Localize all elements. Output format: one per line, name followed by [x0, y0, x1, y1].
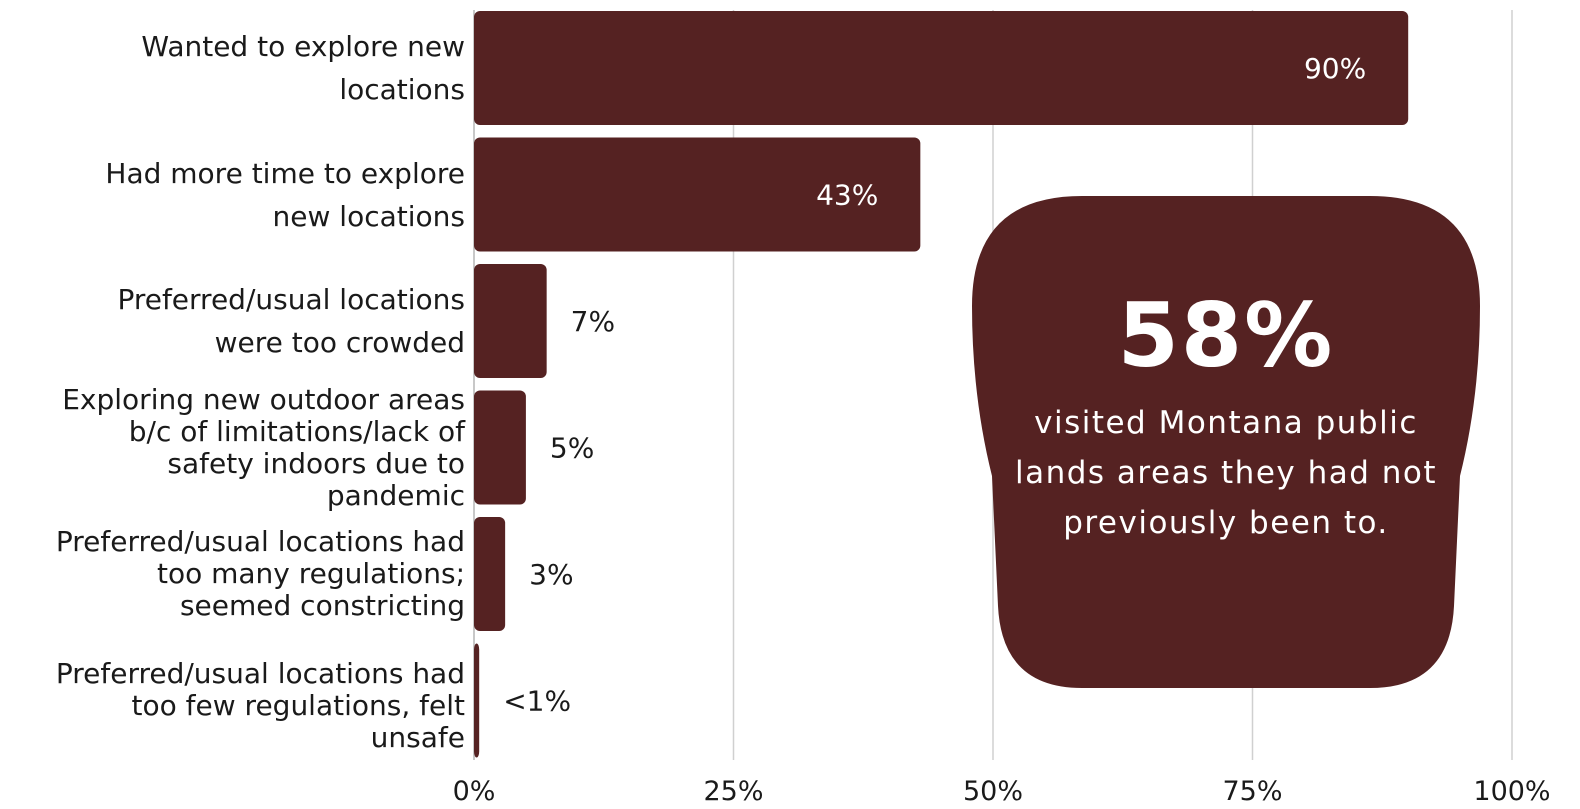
callout-badge: 58% visited Montana public lands areas t…	[972, 196, 1480, 688]
data-label-5: <1%	[503, 685, 571, 718]
bar-1	[474, 137, 921, 252]
category-label-0: Wanted to explore new locations	[141, 30, 465, 106]
bar-4	[474, 517, 506, 631]
category-label-5: Preferred/usual locations had too few re…	[55, 656, 465, 754]
callout-shape	[972, 196, 1480, 688]
data-label-4: 3%	[529, 558, 573, 591]
category-label-3: Exploring new outdoor areas b/c of limit…	[62, 382, 465, 512]
category-label-4: Preferred/usual locations had too many r…	[55, 525, 465, 622]
x-tick-label-2: 50%	[963, 776, 1023, 807]
x-tick-label-4: 100%	[1473, 776, 1550, 807]
category-label-2: Preferred/usual locations were too crowd…	[117, 283, 465, 359]
data-label-1: 43%	[816, 179, 878, 212]
bar-3	[474, 390, 526, 505]
data-label-0: 90%	[1304, 52, 1366, 85]
category-label-1: Had more time to explore new locations	[105, 156, 465, 233]
bar-2	[474, 264, 547, 378]
x-tick-label-0: 0%	[453, 776, 496, 807]
data-label-2: 7%	[571, 305, 615, 338]
bar-0	[474, 11, 1409, 125]
bar-5	[474, 643, 480, 758]
callout-text: visited Montana public lands areas they …	[1014, 405, 1438, 541]
x-tick-label-3: 75%	[1222, 776, 1282, 807]
data-label-3: 5%	[550, 432, 594, 465]
callout-value: 58%	[1117, 284, 1335, 387]
x-tick-label-1: 25%	[703, 776, 763, 807]
